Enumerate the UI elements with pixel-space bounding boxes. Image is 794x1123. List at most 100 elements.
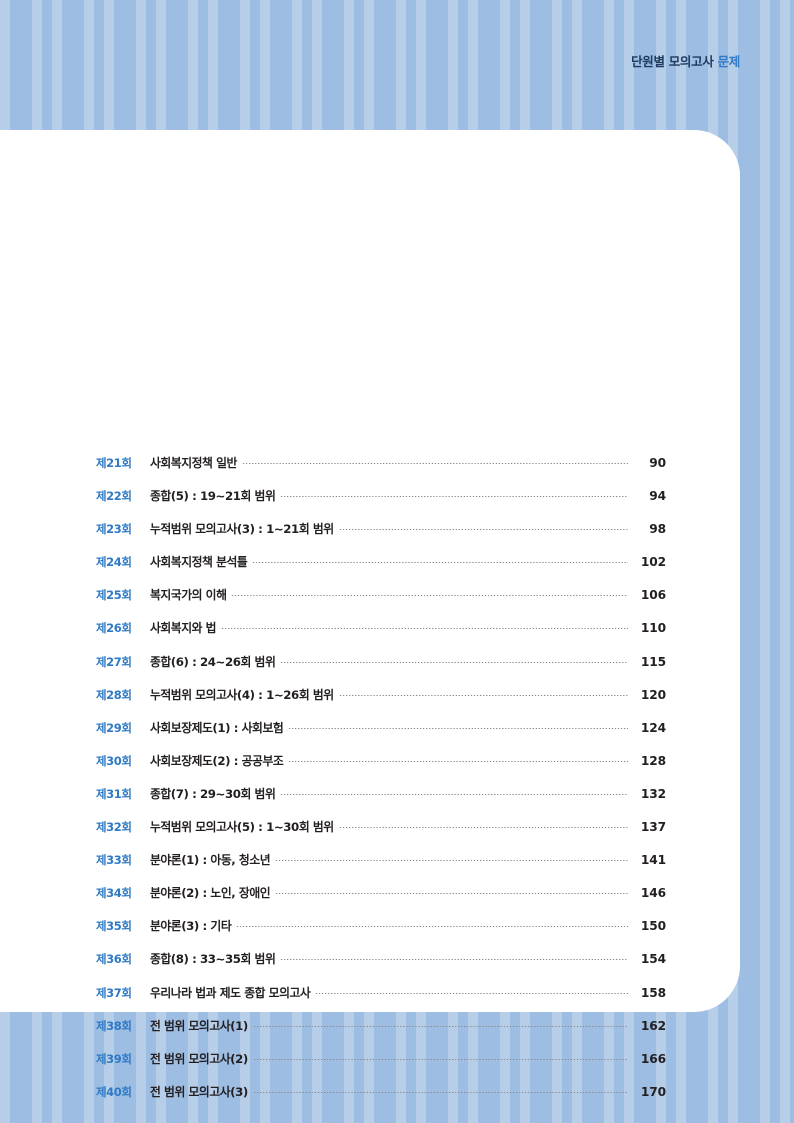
table-of-contents: 제21회 사회복지정책 일반 90 제22회 종합(5) : 19~21회 범위 94 제2… [96,447,666,1109]
toc-session-label: 제37회 [96,985,132,1000]
toc-dot-leader [338,694,628,696]
toc-session-label: 제34회 [96,886,132,901]
toc-page-number: 115 [640,654,666,669]
toc-entry-title: 우리나라 법과 제도 종합 모의고사 [150,985,311,1000]
toc-dot-leader [252,1058,628,1060]
toc-entry-title: 누적범위 모의고사(3) : 1~21회 범위 [150,522,334,537]
toc-session-label: 제24회 [96,555,132,570]
toc-row[interactable]: 제40회 전 범위 모의고사(3) 170 [96,1076,666,1109]
toc-page-number: 102 [640,555,666,570]
toc-session-label: 제39회 [96,1051,132,1066]
toc-session-label: 제21회 [96,456,132,470]
toc-row[interactable]: 제38회 전 범위 모의고사(1) 162 [96,1010,666,1043]
toc-row[interactable]: 제23회 누적범위 모의고사(3) : 1~21회 범위 98 [96,513,666,546]
toc-page-number: 124 [640,720,666,735]
toc-entry-title: 종합(6) : 24~26회 범위 [150,654,276,669]
toc-entry-title: 종합(5) : 19~21회 범위 [150,489,276,504]
toc-session-label: 제32회 [96,820,132,835]
toc-row[interactable]: 제31회 종합(7) : 29~30회 범위 132 [96,778,666,811]
running-header-accent-text: 문제 [717,54,741,69]
toc-dot-leader [338,529,628,531]
toc-dot-leader [221,628,628,630]
toc-entry-title: 사회복지정책 일반 [150,456,237,470]
toc-dot-leader [288,760,628,762]
toc-page-number: 158 [640,985,666,1000]
toc-session-label: 제35회 [96,919,132,934]
toc-dot-leader [236,926,628,928]
toc-entry-title: 사회보장제도(1) : 사회보험 [150,720,284,735]
toc-session-label: 제26회 [96,621,132,636]
toc-page-number: 162 [640,1018,666,1033]
toc-dot-leader [280,793,628,795]
toc-dot-leader [241,463,628,464]
toc-page-number: 137 [640,820,666,835]
toc-entry-title: 사회보장제도(2) : 공공부조 [150,753,284,768]
toc-dot-leader [280,959,628,961]
toc-entry-title: 누적범위 모의고사(4) : 1~26회 범위 [150,687,334,702]
toc-session-label: 제30회 [96,753,132,768]
toc-page-number: 110 [640,621,666,636]
toc-entry-title: 사회복지정책 분석틀 [150,555,248,570]
toc-session-label: 제40회 [96,1084,132,1099]
toc-row[interactable]: 제24회 사회복지정책 분석틀 102 [96,546,666,579]
toc-dot-leader [315,992,628,994]
toc-row[interactable]: 제22회 종합(5) : 19~21회 범위 94 [96,480,666,513]
toc-entry-title: 누적범위 모의고사(5) : 1~30회 범위 [150,820,334,835]
toc-session-label: 제38회 [96,1018,132,1033]
toc-page-number: 90 [649,456,666,470]
toc-entry-title: 전 범위 모의고사(2) [150,1051,248,1066]
toc-session-label: 제25회 [96,588,132,603]
running-header-main-text: 단원별 모의고사 [631,54,714,69]
toc-dot-leader [252,562,628,564]
toc-entry-title: 분야론(2) : 노인, 장애인 [150,886,271,901]
toc-row[interactable]: 제34회 분야론(2) : 노인, 장애인 146 [96,877,666,910]
toc-page-number: 106 [640,588,666,603]
toc-page-number: 128 [640,753,666,768]
toc-session-label: 제27회 [96,654,132,669]
toc-row[interactable]: 제25회 복지국가의 이해 106 [96,579,666,612]
toc-row[interactable]: 제37회 우리나라 법과 제도 종합 모의고사 158 [96,977,666,1010]
toc-session-label: 제29회 [96,720,132,735]
toc-entry-title: 분야론(1) : 아동, 청소년 [150,853,271,868]
content-card: 제21회 사회복지정책 일반 90 제22회 종합(5) : 19~21회 범위 94 제2… [0,130,740,1099]
toc-entry-title: 사회복지와 법 [150,621,217,636]
toc-page-number: 94 [649,489,666,504]
toc-entry-title: 복지국가의 이해 [150,588,227,603]
toc-dot-leader [280,496,628,498]
toc-row[interactable]: 제33회 분야론(1) : 아동, 청소년 141 [96,844,666,877]
toc-dot-leader [280,661,628,663]
toc-row[interactable]: 제30회 사회보장제도(2) : 공공부조 128 [96,745,666,778]
toc-page-number: 146 [640,886,666,901]
toc-page-number: 154 [640,952,666,967]
toc-dot-leader [338,827,628,829]
toc-entry-title: 종합(8) : 33~35회 범위 [150,952,276,967]
toc-page-number: 166 [640,1051,666,1066]
toc-entry-title: 종합(7) : 29~30회 범위 [150,786,276,801]
running-header: 단원별 모의고사 문제 [631,54,741,69]
toc-row[interactable]: 제26회 사회복지와 법 110 [96,612,666,645]
toc-row[interactable]: 제21회 사회복지정책 일반 90 [96,447,666,480]
toc-dot-leader [275,860,628,862]
toc-dot-leader [231,595,628,597]
toc-row[interactable]: 제29회 사회보장제도(1) : 사회보험 124 [96,712,666,745]
toc-dot-leader [275,893,628,895]
toc-dot-leader [252,1091,628,1093]
toc-session-label: 제28회 [96,687,132,702]
toc-session-label: 제23회 [96,522,132,537]
toc-row[interactable]: 제35회 분야론(3) : 기타 150 [96,910,666,943]
toc-row[interactable]: 제28회 누적범위 모의고사(4) : 1~26회 범위 120 [96,679,666,712]
toc-page-number: 132 [640,786,666,801]
toc-session-label: 제31회 [96,786,132,801]
toc-session-label: 제33회 [96,853,132,868]
toc-dot-leader [252,1025,628,1027]
toc-session-label: 제22회 [96,489,132,504]
toc-row[interactable]: 제36회 종합(8) : 33~35회 범위 154 [96,943,666,976]
toc-page-number: 98 [649,522,666,537]
toc-row[interactable]: 제32회 누적범위 모의고사(5) : 1~30회 범위 137 [96,811,666,844]
toc-entry-title: 분야론(3) : 기타 [150,919,232,934]
toc-dot-leader [288,727,628,729]
toc-row[interactable]: 제39회 전 범위 모의고사(2) 166 [96,1043,666,1076]
toc-row[interactable]: 제27회 종합(6) : 24~26회 범위 115 [96,646,666,679]
toc-page-number: 141 [640,853,666,868]
toc-entry-title: 전 범위 모의고사(3) [150,1084,248,1099]
